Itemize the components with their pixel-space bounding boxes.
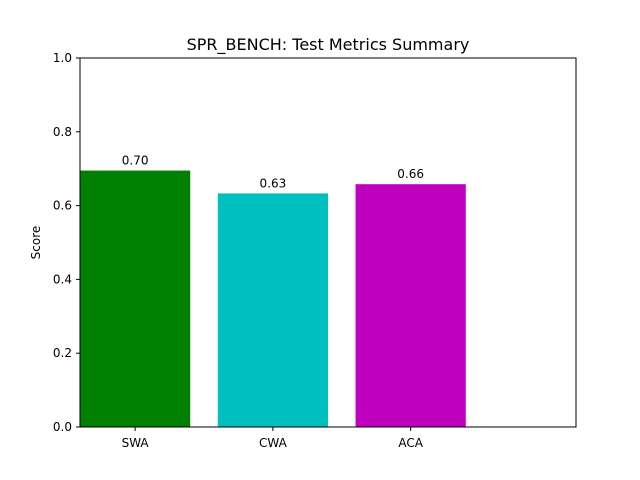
y-tick-label: 0.0 [53, 420, 72, 434]
plot-frame [79, 57, 577, 428]
y-tick-label: 1.0 [53, 51, 72, 65]
x-axis-ticks: SWA CWA ACA [122, 427, 424, 450]
bar-swa [80, 170, 191, 428]
bars-group: 0.70 0.63 0.66 [80, 154, 466, 428]
bar-value-label-cwa: 0.63 [260, 176, 287, 190]
bar-value-label-aca: 0.66 [397, 167, 424, 181]
y-axis-ticks: 0.0 0.2 0.4 0.6 0.8 1.0 [53, 51, 80, 434]
x-tick-label-aca: ACA [398, 436, 423, 450]
y-axis-label: Score [29, 226, 43, 260]
x-tick-label-swa: SWA [122, 436, 150, 450]
y-tick-label: 0.8 [53, 125, 72, 139]
y-tick-label: 0.4 [53, 272, 72, 286]
x-tick-label-cwa: CWA [259, 436, 288, 450]
bar-cwa [217, 193, 328, 427]
y-tick-label: 0.6 [53, 199, 72, 213]
y-tick-label: 0.2 [53, 346, 72, 360]
bar-value-label-swa: 0.70 [122, 154, 149, 168]
bar-aca [355, 184, 466, 427]
chart-title: SPR_BENCH: Test Metrics Summary [187, 35, 470, 55]
